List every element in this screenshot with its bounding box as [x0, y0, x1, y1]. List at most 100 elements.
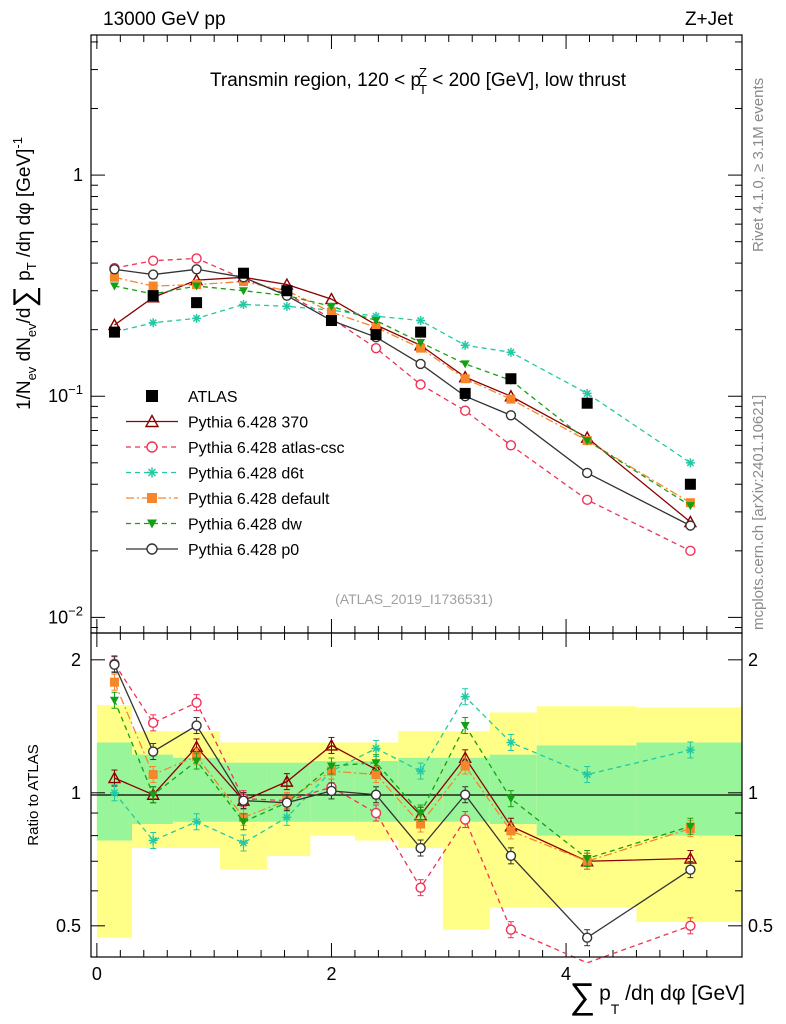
marker-star-stroke — [372, 744, 380, 753]
marker-circle — [505, 410, 517, 421]
x-tick-label: 0 — [92, 964, 102, 984]
ratio-y-tick-label-left: 1 — [71, 783, 81, 803]
marker-triangle-down — [582, 437, 592, 446]
ratio-plot-frame — [90, 632, 743, 958]
marker-star-stroke — [110, 789, 119, 797]
marker-circle — [370, 789, 382, 800]
y-tick-label-exp: −1 — [68, 382, 83, 397]
marker-star-stroke — [239, 839, 248, 847]
marker-circle — [459, 814, 471, 825]
ratio-series-line — [113, 695, 691, 844]
marker-triangle-down — [326, 762, 336, 771]
legend-label: ATLAS — [188, 389, 238, 406]
ratio-y-tick-label-left: 0.5 — [56, 916, 81, 936]
marker-square — [415, 326, 427, 338]
marker-circle — [191, 720, 202, 731]
marker-square — [147, 290, 159, 302]
ratio-series-line — [114, 744, 691, 862]
band-inner — [636, 742, 742, 836]
marker-square — [684, 478, 696, 490]
x-axis-label: ∑ pT /dη dφ [GeV] — [569, 975, 745, 1017]
mcplots-label: mcplots.cern.ch [arXiv:2401.10621] — [750, 395, 767, 630]
marker-star-stroke — [283, 813, 291, 822]
x-tick-label: 2 — [326, 964, 336, 984]
marker-circle — [370, 342, 382, 354]
main-axis-ticks — [91, 35, 742, 633]
marker-triangle-down — [460, 722, 470, 731]
marker-star-stroke — [507, 738, 515, 747]
main-plot: Transmin region, 120 < pZ T < 200 [GeV], … — [48, 34, 743, 634]
marker-circle — [326, 785, 337, 797]
marker-circle — [505, 924, 517, 935]
band-inner — [536, 745, 637, 836]
ratio-series-line — [113, 663, 691, 964]
marker-triangle — [107, 771, 122, 784]
marker-circle — [109, 659, 120, 670]
marker-square — [191, 297, 203, 309]
marker-triangle-down — [685, 502, 695, 511]
marker-circle — [146, 543, 158, 555]
marker-square — [459, 387, 471, 399]
series-line — [114, 285, 691, 507]
marker-star-stroke — [283, 302, 291, 311]
marker-star-stroke — [192, 314, 201, 323]
marker-square — [146, 390, 158, 402]
chart-title: Transmin region, 120 < pZ T < 200 [GeV], … — [210, 65, 627, 97]
marker-circle — [685, 545, 696, 557]
marker-square — [370, 329, 382, 341]
ratio-plot: 2 2 1 1 0.5 0.5 0 2 4 — [56, 632, 773, 984]
marker-circle — [685, 520, 696, 531]
marker-square — [109, 677, 119, 687]
legend-label: Pythia 6.428 dw — [188, 517, 302, 534]
marker-square — [581, 397, 593, 409]
marker-star-stroke — [686, 459, 695, 467]
header-process: Z+Jet — [685, 9, 734, 30]
marker-square — [506, 826, 516, 836]
legend-entry: Pythia 6.428 d6t — [126, 466, 304, 483]
legend-entry: Pythia 6.428 dw — [126, 517, 302, 534]
marker-circle — [415, 882, 426, 893]
marker-star-stroke — [507, 348, 515, 356]
y-tick-label-exp: −2 — [68, 603, 83, 618]
marker-triangle-down — [148, 791, 158, 800]
marker-triangle-down — [147, 519, 157, 529]
marker-triangle-down — [326, 302, 336, 311]
legend-entry: ATLAS — [146, 389, 238, 406]
marker-star-stroke — [583, 389, 591, 398]
marker-square — [237, 267, 249, 279]
ratio-y-tick-labels: 2 2 1 1 0.5 0.5 — [56, 650, 773, 936]
marker-star-stroke — [416, 316, 425, 325]
marker-square — [147, 493, 157, 503]
marker-triangle-down — [371, 317, 381, 326]
marker-star-stroke — [239, 300, 248, 309]
y-tick-label: 1 — [73, 165, 83, 185]
marker-triangle-down — [506, 795, 516, 804]
marker-triangle-down — [416, 338, 426, 347]
marker-circle — [415, 842, 426, 854]
legend-entry: Pythia 6.428 p0 — [126, 542, 299, 559]
main-series-group — [107, 253, 698, 557]
x-tick-labels: 0 2 4 — [92, 964, 571, 984]
x-tick-label: 4 — [561, 964, 571, 984]
marker-circle — [191, 253, 202, 264]
marker-star-stroke — [461, 341, 469, 349]
series-line — [114, 276, 691, 523]
marker-square — [371, 770, 381, 780]
marker-square — [148, 281, 158, 291]
ratio-series-pythia-6-428-dw — [109, 691, 695, 868]
marker-circle — [370, 807, 382, 819]
marker-circle — [415, 358, 426, 370]
marker-square — [108, 326, 120, 338]
marker-square — [416, 343, 426, 353]
marker-circle — [147, 717, 159, 729]
marker-star-stroke — [583, 770, 591, 779]
marker-circle — [147, 269, 159, 280]
marker-triangle-down — [416, 809, 426, 818]
series-line — [114, 276, 691, 504]
series-atlas — [108, 267, 696, 490]
marker-circle — [505, 440, 517, 451]
legend-label: Pythia 6.428 default — [188, 491, 330, 508]
marker-circle — [281, 797, 293, 808]
marker-circle — [581, 932, 593, 943]
